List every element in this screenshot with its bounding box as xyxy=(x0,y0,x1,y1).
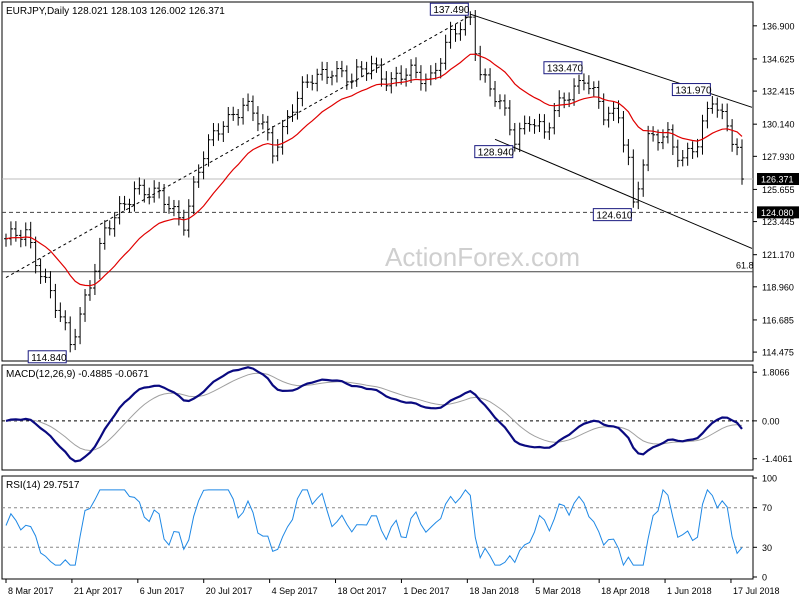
rsi-panel xyxy=(1,475,754,580)
price-annotation-box xyxy=(543,61,583,75)
macd-ytick-label: 0.00 xyxy=(762,416,780,426)
price-annotation-box xyxy=(27,350,67,364)
last-price-label: 126.371 xyxy=(761,175,794,185)
price-annotation-box xyxy=(474,145,514,159)
xtick-label: 1 Dec 2017 xyxy=(403,586,449,596)
price-ytick-label: 132.415 xyxy=(762,87,795,97)
price-annotation-label: 128.940 xyxy=(478,148,515,159)
price-ytick-label: 127.930 xyxy=(762,152,795,162)
price-annotation-label: 114.840 xyxy=(31,353,67,364)
macd-ytick-label: 1.8066 xyxy=(762,368,790,378)
support-level-box xyxy=(757,206,799,219)
rising-trendline xyxy=(5,15,471,278)
price-ytick-label: 125.655 xyxy=(762,185,795,195)
rsi-ytick-label: 0 xyxy=(762,573,767,583)
channel-lower-line xyxy=(494,138,753,249)
xtick-label: 5 Mar 2018 xyxy=(535,586,581,596)
xtick-label: 6 Jun 2017 xyxy=(140,586,185,596)
price-ytick-label: 121.170 xyxy=(762,250,795,260)
price-ytick-label: 130.140 xyxy=(762,120,795,130)
rsi-line xyxy=(5,488,743,567)
macd-line xyxy=(5,366,743,463)
macd-panel xyxy=(1,364,754,471)
xtick-label: 17 Jul 2018 xyxy=(733,586,780,596)
price-annotation-label: 131.970 xyxy=(675,86,712,97)
price-header: EURJPY,Daily 128.021 128.103 126.002 126… xyxy=(6,6,225,17)
macd-ytick-label: -1.4061 xyxy=(762,454,793,464)
price-panel xyxy=(1,1,754,362)
macd-signal-line xyxy=(5,372,743,452)
rsi-ytick-label: 70 xyxy=(762,503,772,513)
price-ytick-label: 136.900 xyxy=(762,21,795,31)
price-annotation-label: 124.610 xyxy=(596,211,633,222)
price-annotation-label: 137.490 xyxy=(433,5,470,16)
xtick-label: 1 Jun 2018 xyxy=(667,586,712,596)
moving-average-line xyxy=(5,53,743,287)
price-annotation-box xyxy=(429,2,469,16)
price-annotation-label: 133.470 xyxy=(547,64,584,75)
rsi-ytick-label: 100 xyxy=(762,474,777,484)
price-ytick-label: 114.475 xyxy=(762,348,794,358)
xtick-label: 18 Jan 2018 xyxy=(469,586,519,596)
last-price-box xyxy=(757,173,799,186)
price-ytick-label: 116.685 xyxy=(762,315,794,325)
xtick-label: 20 Jul 2017 xyxy=(206,586,253,596)
macd-header: MACD(12,26,9) -0.4885 -0.0671 xyxy=(6,369,149,380)
support-level-label: 124.080 xyxy=(761,208,794,218)
xtick-label: 18 Oct 2017 xyxy=(338,586,387,596)
xtick-label: 8 Mar 2017 xyxy=(8,586,54,596)
price-annotation-box xyxy=(592,208,632,222)
xtick-label: 4 Sep 2017 xyxy=(272,586,318,596)
rsi-ytick-label: 30 xyxy=(762,543,772,553)
watermark: ActionForex.com xyxy=(385,242,580,272)
xtick-label: 18 Apr 2018 xyxy=(601,586,650,596)
xtick-label: 21 Apr 2017 xyxy=(74,586,123,596)
price-ytick-label: 123.445 xyxy=(762,217,795,227)
price-annotation-box xyxy=(671,83,711,97)
rsi-header: RSI(14) 29.7517 xyxy=(6,480,80,491)
price-ytick-label: 134.625 xyxy=(762,54,795,64)
price-ytick-label: 118.960 xyxy=(762,282,794,292)
fib-label: 61.8 xyxy=(736,261,754,271)
